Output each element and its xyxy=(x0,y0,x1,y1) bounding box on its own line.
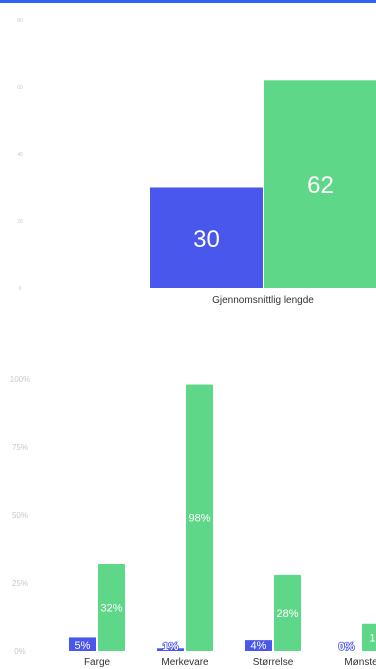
bar xyxy=(186,384,213,651)
top-accent-bar xyxy=(0,0,376,3)
bar xyxy=(69,637,96,651)
y-tick-label: 80 xyxy=(17,18,23,24)
bar-data-label: 62 xyxy=(307,172,334,199)
bar-data-label: 4% xyxy=(251,640,267,652)
y-tick-label: 100% xyxy=(10,375,30,384)
y-tick-label: 25% xyxy=(12,579,28,588)
y-tick-label: 0% xyxy=(14,647,26,656)
category-label: Mønste xyxy=(344,657,376,668)
bar-data-label: 1% xyxy=(163,641,179,653)
y-tick-label: 50% xyxy=(12,511,28,520)
bar xyxy=(98,563,125,651)
bar-data-label: 98% xyxy=(188,513,210,525)
bar-data-label: 10 xyxy=(369,632,376,644)
y-tick-label: 0 xyxy=(19,286,22,292)
bar-data-label: 0% xyxy=(339,641,355,653)
y-tick-label: 40 xyxy=(17,152,23,158)
bar xyxy=(150,187,263,288)
category-label: Merkevare xyxy=(161,657,209,668)
bar xyxy=(245,640,272,651)
average-length-chart: 0 20 40 60 80 30 62 Gjennomsnittlig lengde xyxy=(17,18,376,306)
bar-data-label: 5% xyxy=(75,640,91,652)
category-label: Farge xyxy=(84,657,111,668)
category-label: Gjennomsnittlig lengde xyxy=(212,295,314,306)
bar xyxy=(157,648,184,651)
bar xyxy=(274,574,301,651)
bar-data-label: 30 xyxy=(193,226,220,253)
y-tick-label: 20 xyxy=(17,219,23,225)
bar-data-label: 32% xyxy=(100,602,122,614)
y-tick-label: 75% xyxy=(12,443,28,452)
y-tick-label: 60 xyxy=(17,85,23,91)
category-label: Størrelse xyxy=(253,657,294,668)
bar xyxy=(264,80,376,288)
bar xyxy=(362,623,376,651)
bar-data-label: 28% xyxy=(276,608,298,620)
